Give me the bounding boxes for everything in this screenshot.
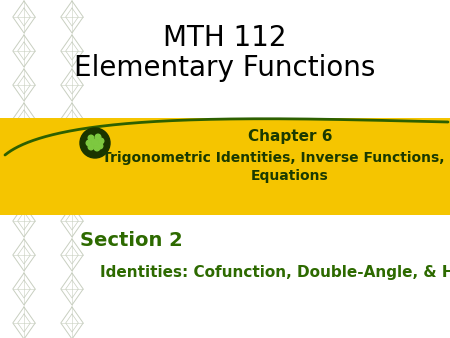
Circle shape: [95, 134, 101, 140]
Text: Trigonometric Identities, Inverse Functions, and: Trigonometric Identities, Inverse Functi…: [102, 151, 450, 165]
Circle shape: [88, 144, 94, 150]
Circle shape: [98, 138, 104, 144]
Circle shape: [97, 143, 103, 149]
Bar: [0, 118, 450, 215]
Circle shape: [86, 140, 92, 146]
Text: Chapter 6: Chapter 6: [248, 128, 332, 144]
Circle shape: [94, 145, 100, 151]
Circle shape: [88, 135, 94, 141]
Circle shape: [93, 140, 99, 146]
Text: Elementary Functions: Elementary Functions: [74, 54, 376, 82]
Text: Identities: Cofunction, Double-Angle, & Half-Angle: Identities: Cofunction, Double-Angle, & …: [100, 265, 450, 280]
Text: Section 2: Section 2: [80, 231, 183, 249]
Circle shape: [80, 128, 110, 158]
Text: MTH 112: MTH 112: [163, 24, 287, 52]
Circle shape: [91, 139, 97, 145]
Text: Equations: Equations: [251, 169, 329, 183]
